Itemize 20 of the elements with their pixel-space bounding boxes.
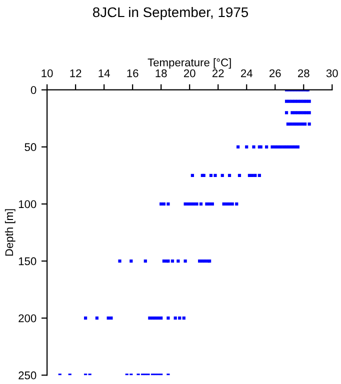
x-tick-label: 12	[70, 69, 82, 78]
y-tick-label: 100	[18, 200, 36, 208]
x-tick-label: 20	[184, 69, 196, 78]
x-axis-title: Temperature [°C]	[148, 58, 231, 69]
chart-title: 8JCL in September, 1975	[93, 6, 248, 20]
x-tick-label: 26	[270, 69, 281, 78]
x-tick-label: 24	[240, 69, 252, 78]
y-tick-label: 200	[18, 314, 36, 322]
y-tick-label: 50	[24, 143, 36, 152]
x-tick-label: 16	[127, 69, 138, 78]
y-tick-label: 150	[18, 257, 36, 266]
x-tick-label: 30	[326, 69, 338, 78]
y-tick-label: 0	[30, 86, 36, 94]
x-tick-label: 14	[98, 69, 110, 78]
x-tick-label: 22	[212, 69, 224, 78]
y-tick-label: 250	[18, 371, 36, 380]
x-tick-label: 10	[42, 69, 53, 78]
y-axis-title: Depth [m]	[4, 209, 16, 256]
x-tick-label: 28	[298, 69, 310, 78]
x-tick-label: 18	[156, 69, 167, 78]
